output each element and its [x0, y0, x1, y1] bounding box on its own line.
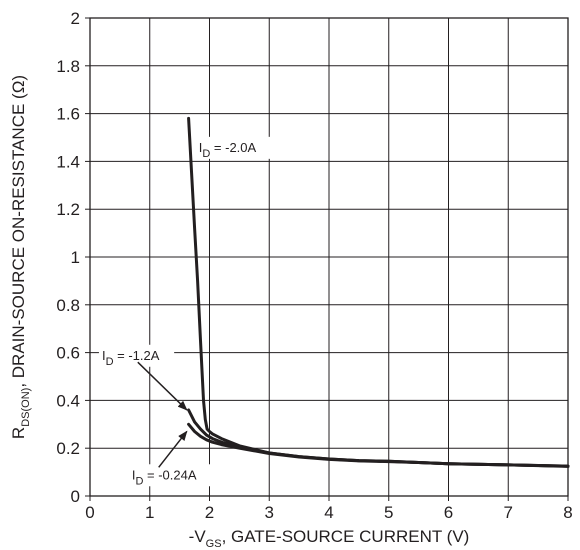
y-tick-label: 1.8: [56, 57, 80, 76]
axes: 0 1 2 3 4 5 6 7 8 0 0.2 0.4 0.6 0.8 1 1.2 1.4 1.6 1.8 2: [56, 9, 572, 522]
annotation-label-1: ID = -1.2A: [102, 348, 160, 368]
y-tick-label: 0.6: [56, 344, 80, 363]
x-tick-label: 4: [324, 503, 333, 522]
x-tick-label: 1: [145, 503, 154, 522]
series-lines: [187, 116, 570, 468]
x-tick-label: 5: [384, 503, 393, 522]
y-tick-label: 0.2: [56, 439, 80, 458]
x-tick-label: 7: [504, 503, 513, 522]
series-line-2: [187, 422, 570, 468]
annotation-label-0: ID = -2.0A: [199, 140, 257, 160]
y-tick-label: 0.8: [56, 296, 80, 315]
axis-labels: -VGS, GATE-SOURCE CURRENT (V) RDS(ON), DR…: [9, 75, 469, 550]
series-line-1: [187, 408, 570, 468]
annotation-label-2: ID = -0.24A: [132, 467, 197, 487]
y-tick-label: 1.6: [56, 105, 80, 124]
y-tick-label: 1.4: [56, 152, 80, 171]
annotations: ID = -2.0A ID = -1.2A ID = -0.24A: [98, 136, 271, 487]
grid: [89, 17, 569, 497]
annotation-bg: [195, 136, 271, 159]
y-tick-label: 2: [71, 9, 80, 28]
y-tick-label: 1: [71, 248, 80, 267]
series-line-0: [187, 116, 570, 468]
annotation-arrow-1: [137, 361, 188, 411]
x-tick-label: 2: [205, 503, 214, 522]
x-tick-label: 0: [85, 503, 94, 522]
x-tick-label: 8: [563, 503, 572, 522]
y-tick-label: 1.2: [56, 200, 80, 219]
y-tick-label: 0: [71, 487, 80, 506]
x-tick-label: 6: [444, 503, 453, 522]
y-axis-label: RDS(ON), DRAIN-SOURCE ON-RESISTANCE (Ω): [9, 75, 32, 439]
y-tick-label: 0.4: [56, 391, 80, 410]
x-tick-label: 3: [265, 503, 274, 522]
x-axis-label: -VGS, GATE-SOURCE CURRENT (V): [189, 527, 470, 550]
annotation-bg: [128, 464, 212, 487]
annotation-bg: [98, 344, 175, 367]
annotation-arrow-2: [158, 430, 188, 468]
